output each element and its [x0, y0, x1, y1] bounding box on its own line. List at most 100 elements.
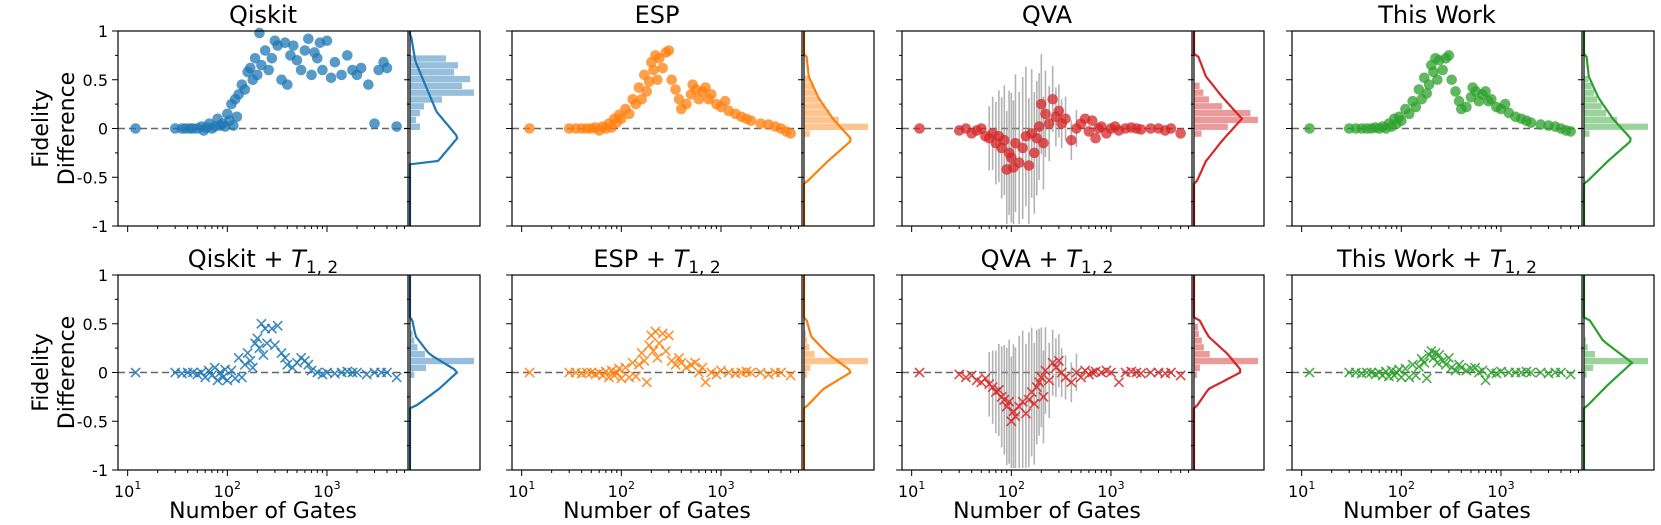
- data-point: [980, 373, 991, 384]
- data-point: [616, 113, 627, 125]
- data-point: [1432, 74, 1443, 86]
- data-point: [641, 377, 652, 388]
- histogram-bar: [804, 351, 815, 358]
- histogram-bar: [804, 344, 810, 351]
- data-point: [1020, 408, 1032, 419]
- data-point: [226, 365, 237, 376]
- x-tick-base: 10: [1487, 482, 1507, 501]
- data-point: [1555, 367, 1567, 378]
- data-point: [254, 27, 265, 39]
- data-point: [266, 323, 278, 334]
- data-point: [1038, 391, 1049, 403]
- data-point: [1304, 367, 1315, 378]
- data-point: [693, 367, 705, 378]
- data-point: [1423, 79, 1435, 90]
- x-tick-exponent: 1: [528, 479, 535, 492]
- data-point: [1043, 118, 1055, 129]
- data-point: [1145, 123, 1156, 134]
- marginal-histogram: [1188, 30, 1265, 227]
- data-point: [245, 355, 256, 366]
- data-point: [914, 123, 925, 134]
- histogram-bar: [1584, 103, 1602, 110]
- data-point: [1040, 108, 1051, 120]
- data-point: [700, 377, 711, 388]
- data-point: [1047, 93, 1058, 105]
- data-point: [697, 362, 708, 373]
- data-point: [633, 359, 645, 370]
- histogram-bar: [1194, 116, 1258, 124]
- histogram-bar: [804, 116, 839, 124]
- panel-title-text: This Work: [1377, 1, 1496, 29]
- panel-title-text: QVA: [1022, 1, 1073, 29]
- histogram-bar: [1194, 82, 1200, 89]
- panel-title: Qiskit + T1, 2: [188, 245, 339, 278]
- data-point: [369, 118, 380, 129]
- histogram-bar: [1584, 75, 1589, 83]
- data-point: [1010, 411, 1021, 422]
- panel-title-subscript: 1, 2: [1505, 258, 1537, 278]
- data-point: [1499, 98, 1511, 110]
- x-tick-exponent: 3: [1508, 479, 1515, 492]
- y-tick-label: 0: [98, 120, 108, 139]
- data-point: [1486, 93, 1497, 105]
- histogram-bar: [410, 62, 458, 69]
- x-tick-base: 10: [1288, 482, 1308, 501]
- data-point: [657, 62, 668, 74]
- histogram-bar: [410, 344, 418, 351]
- data-point: [1443, 352, 1455, 364]
- histogram-bar: [1194, 351, 1210, 358]
- x-tick-label: 101: [898, 479, 925, 501]
- data-point: [321, 35, 333, 47]
- panel-title-text: ESP +: [593, 245, 673, 273]
- data-point: [620, 362, 631, 373]
- data-point: [639, 355, 650, 366]
- data-point: [312, 53, 323, 64]
- histogram-bar: [1194, 103, 1223, 110]
- data-point: [282, 79, 293, 90]
- panel-title-symbol: T: [674, 245, 691, 273]
- data-point: [755, 118, 766, 129]
- y-axis-label: FidelityDifference: [29, 316, 80, 429]
- data-point: [1023, 160, 1035, 171]
- marginal-histogram: [1188, 274, 1265, 471]
- x-tick-label: 101: [508, 479, 535, 501]
- y-axis-label-line: Fidelity: [29, 333, 54, 412]
- marginal-histogram: [798, 30, 875, 227]
- histogram-bar: [410, 75, 470, 83]
- data-point: [670, 359, 681, 370]
- x-tick-exponent: 3: [334, 479, 341, 492]
- data-point: [1525, 117, 1537, 128]
- histogram-frame: [803, 30, 875, 227]
- data-point: [1437, 64, 1448, 76]
- histogram-bar: [1194, 123, 1228, 130]
- data-point: [342, 50, 353, 61]
- histogram-bar: [1584, 357, 1648, 365]
- panel-1-2: ESP: [506, 1, 875, 232]
- data-point: [279, 37, 291, 48]
- data-point: [663, 330, 675, 341]
- histogram-bar: [410, 116, 416, 124]
- data-point: [1404, 372, 1415, 383]
- y-axis-label-line: Difference: [55, 316, 80, 429]
- histogram-bar: [1584, 337, 1586, 344]
- panel-title-text: ESP: [635, 1, 680, 29]
- histogram-bar: [804, 103, 825, 110]
- data-point: [1361, 367, 1372, 378]
- data-point: [745, 115, 757, 126]
- panel-title: This Work: [1377, 1, 1496, 29]
- data-point: [1535, 119, 1546, 130]
- x-tick-base: 10: [508, 482, 528, 501]
- histogram-bar: [410, 55, 446, 62]
- panel-title-symbol: T: [1066, 245, 1083, 273]
- data-point: [1434, 349, 1445, 361]
- data-point: [1175, 370, 1186, 381]
- data-point: [1145, 367, 1156, 378]
- data-point: [603, 372, 615, 383]
- x-axis-label: Number of Gates: [563, 499, 751, 524]
- y-tick-label: 0.5: [83, 315, 108, 334]
- data-point: [1017, 396, 1028, 407]
- data-point: [1403, 108, 1415, 120]
- histogram-bar: [1584, 123, 1648, 130]
- kde-curve: [1582, 275, 1634, 470]
